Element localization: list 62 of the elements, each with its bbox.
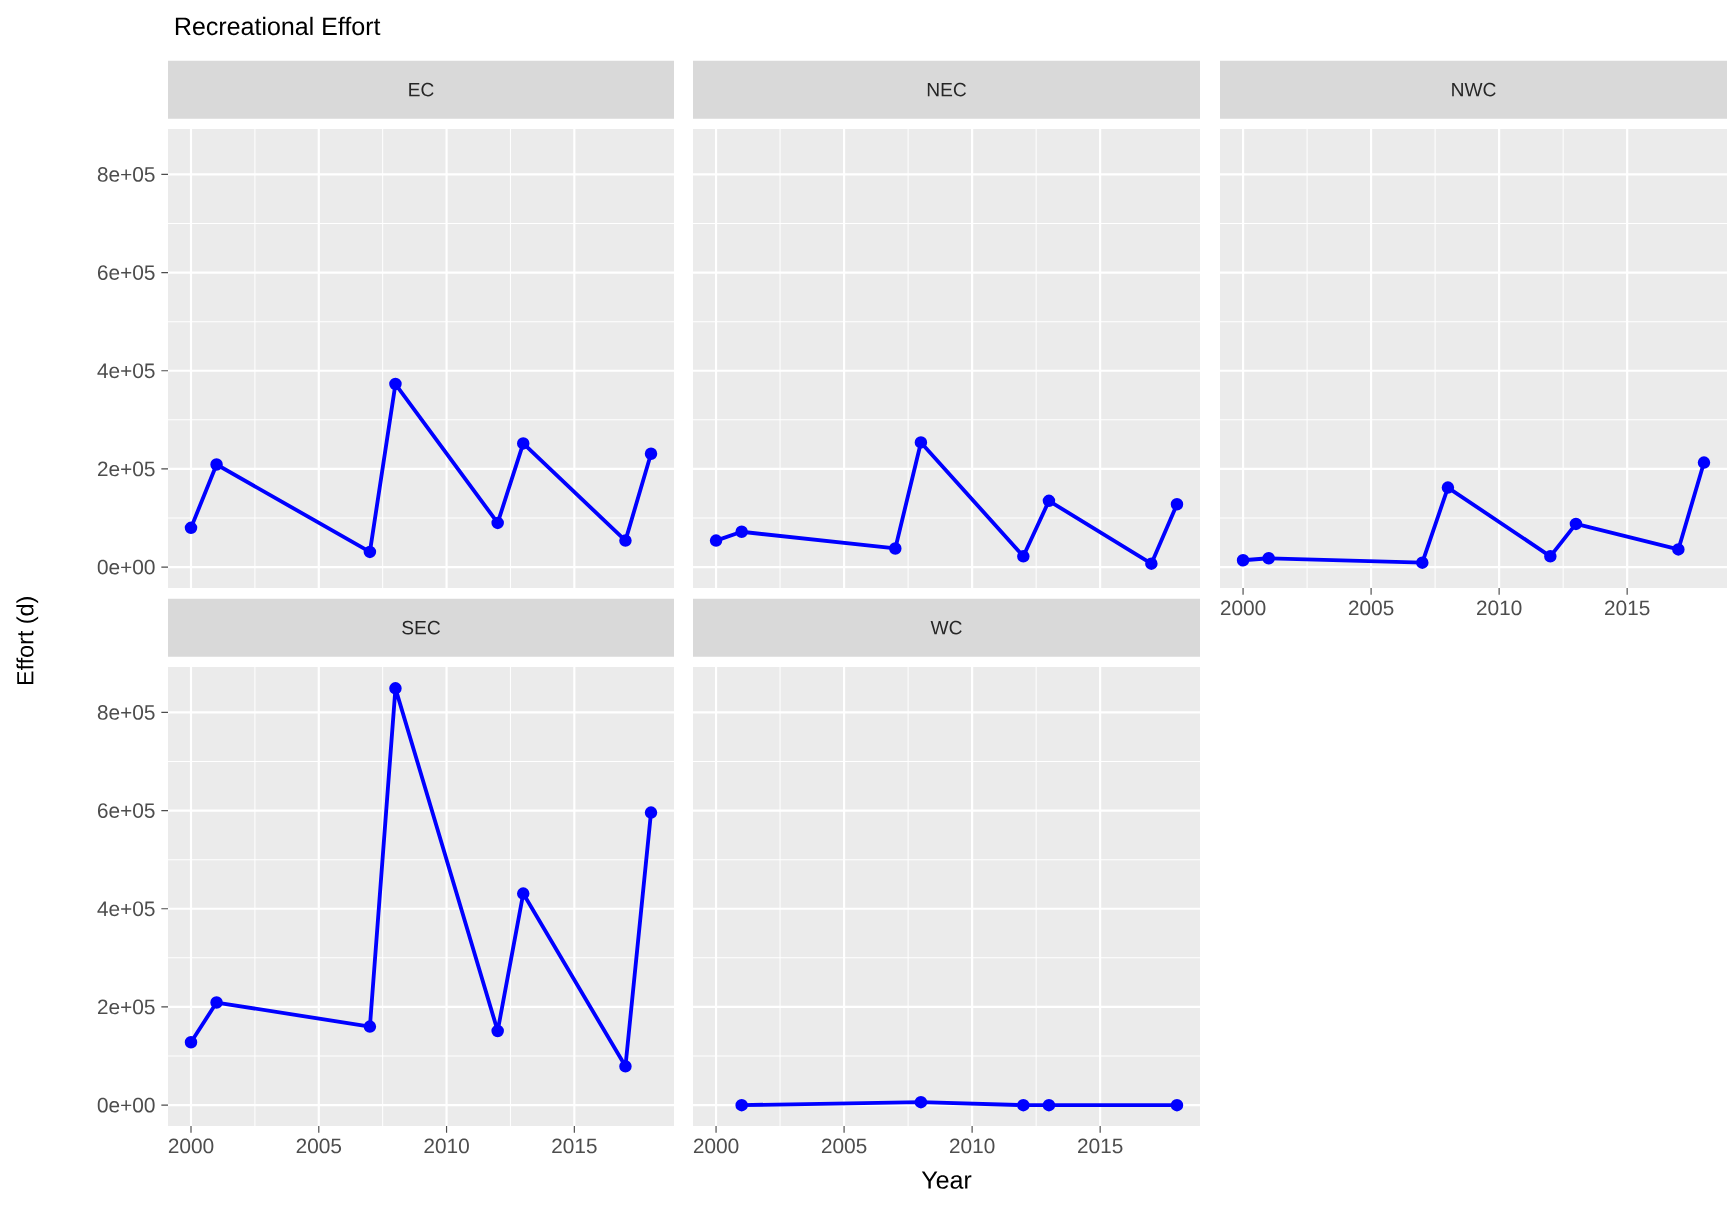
point [1262, 552, 1275, 565]
point [1672, 543, 1685, 556]
x-tick-label: 2015 [1078, 1138, 1123, 1154]
point [184, 521, 198, 535]
point [184, 1036, 198, 1049]
chart-subtitle: NEC [927, 82, 966, 97]
point [644, 806, 658, 819]
chart-subtitle: WC [930, 620, 962, 635]
x-axis-title: Year [921, 1171, 972, 1189]
x-tick-label: 2005 [296, 1138, 342, 1154]
y-tick-label: 2e+05 [97, 999, 155, 1015]
point [363, 545, 377, 559]
point [1416, 556, 1429, 569]
x-tick-label: 2005 [821, 1138, 867, 1154]
point [914, 436, 928, 449]
point [735, 525, 748, 539]
x-tick-label: 2015 [552, 1138, 597, 1154]
point [1042, 494, 1056, 508]
point [491, 516, 504, 530]
y-tick-label: 8e+05 [97, 167, 155, 182]
point [1145, 557, 1158, 570]
y-tick-label: 6e+05 [97, 265, 155, 280]
y-axis-title: Effort (d) [16, 597, 39, 685]
point [1569, 517, 1583, 531]
point [619, 534, 632, 547]
point [619, 1060, 632, 1073]
x-tick-label: 2000 [168, 1138, 214, 1154]
point [389, 682, 402, 695]
x-tick-label: 2010 [424, 1138, 469, 1154]
chart-subtitle: SEC [402, 620, 440, 635]
chart-subtitle: EC [409, 82, 434, 97]
x-tick-label: 2000 [693, 1138, 739, 1154]
x-tick-label: 2000 [1220, 600, 1266, 616]
chart-subtitle: NWC [1452, 82, 1496, 97]
y-tick-label: 6e+05 [97, 803, 155, 818]
x-tick-label: 2005 [1348, 600, 1394, 616]
point [1170, 498, 1184, 511]
point [516, 887, 530, 900]
y-tick-label: 0e+00 [97, 1097, 155, 1113]
x-tick-label: 2010 [1477, 600, 1522, 616]
point [389, 377, 402, 391]
point [210, 996, 223, 1009]
point [1017, 550, 1030, 563]
x-tick-label: 2015 [1605, 600, 1650, 616]
point [491, 1024, 504, 1038]
y-tick-label: 4e+05 [97, 363, 155, 379]
point [644, 447, 658, 460]
y-tick-label: 0e+00 [97, 559, 155, 575]
point [1544, 550, 1557, 563]
point [1697, 456, 1711, 469]
point [516, 437, 530, 450]
chart-title: Recreational Effort [175, 16, 381, 36]
point [210, 458, 223, 471]
point [709, 534, 723, 547]
point [363, 1020, 377, 1033]
y-tick-label: 2e+05 [97, 461, 155, 477]
y-tick-label: 8e+05 [97, 705, 155, 720]
point [1236, 553, 1250, 567]
x-tick-label: 2010 [949, 1138, 995, 1154]
point [1441, 481, 1455, 494]
y-tick-label: 4e+05 [97, 901, 155, 917]
point [889, 542, 902, 555]
